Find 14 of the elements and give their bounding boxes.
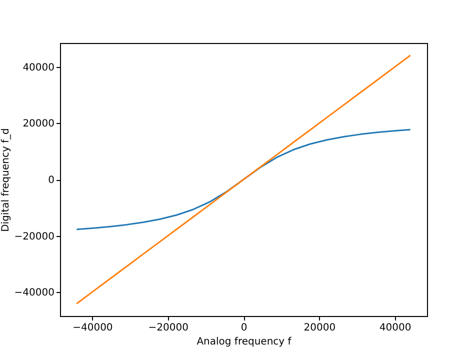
y-tick-label: 40000 <box>22 62 54 74</box>
y-axis-title: Digital frequency f_d <box>0 128 12 232</box>
y-tick-label: 0 <box>48 175 54 186</box>
x-tick-label: −20000 <box>148 322 188 334</box>
y-tick-label: −40000 <box>14 288 54 299</box>
x-tick-label: 0 <box>240 322 248 334</box>
y-tick-label: −20000 <box>14 231 54 242</box>
y-tick-label: 20000 <box>22 118 54 130</box>
line-series <box>76 128 412 230</box>
x-tick-label: 40000 <box>379 322 412 334</box>
x-tick-label: −40000 <box>72 322 113 334</box>
x-tick-label: 20000 <box>304 322 336 334</box>
line-series <box>76 54 412 304</box>
x-axis-title: Analog frequency f <box>196 336 292 348</box>
